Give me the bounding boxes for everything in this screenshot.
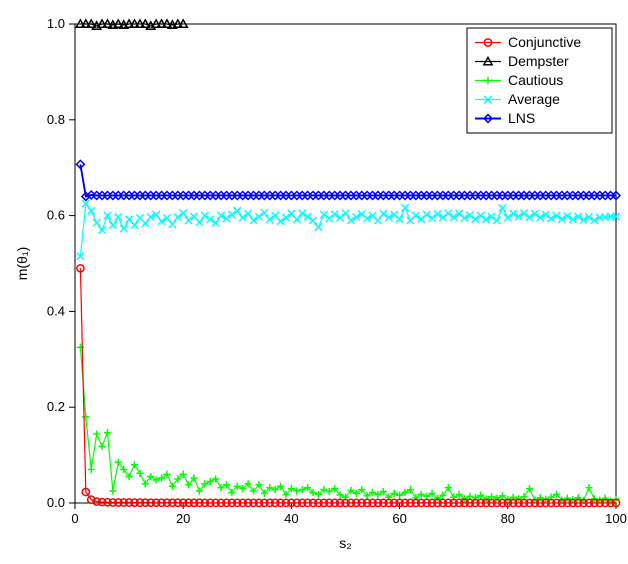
x-tick-label: 0 — [71, 511, 78, 526]
series-dempster — [76, 20, 187, 29]
x-tick-label: 80 — [501, 511, 515, 526]
series-line — [80, 268, 616, 503]
series-cautious — [77, 344, 620, 505]
legend-label: Dempster — [508, 53, 569, 69]
series-average — [77, 200, 620, 260]
y-tick-label: 0.2 — [47, 399, 65, 414]
y-axis-title: m(θ₁) — [14, 247, 30, 281]
y-tick-label: 0.6 — [47, 208, 65, 223]
legend-label: Cautious — [508, 72, 563, 88]
x-tick-label: 60 — [392, 511, 406, 526]
x-axis-title: s₂ — [339, 535, 351, 551]
legend-label: LNS — [508, 110, 535, 126]
chart-svg: 0 20 40 60 80 100 s₂ 0.0 0.2 0.4 0.6 0.8 1.0 m(θ₁) Con… — [0, 0, 628, 564]
x-tick-label: 20 — [176, 511, 190, 526]
y-tick-label: 1.0 — [47, 16, 65, 31]
legend-label: Conjunctive — [508, 34, 581, 50]
legend: Conjunctive Dempster Cautious Average LNS — [467, 28, 612, 133]
legend-label: Average — [508, 91, 560, 107]
y-tick-label: 0.4 — [47, 303, 65, 318]
series-conjunctive — [77, 265, 620, 507]
chart-root: 0 20 40 60 80 100 s₂ 0.0 0.2 0.4 0.6 0.8 1.0 m(θ₁) Con… — [0, 0, 628, 564]
y-tick-label: 0.8 — [47, 112, 65, 127]
x-tick-label: 40 — [284, 511, 298, 526]
series-lns — [76, 160, 620, 200]
x-tick-label: 100 — [605, 511, 627, 526]
y-tick-label: 0.0 — [47, 495, 65, 510]
